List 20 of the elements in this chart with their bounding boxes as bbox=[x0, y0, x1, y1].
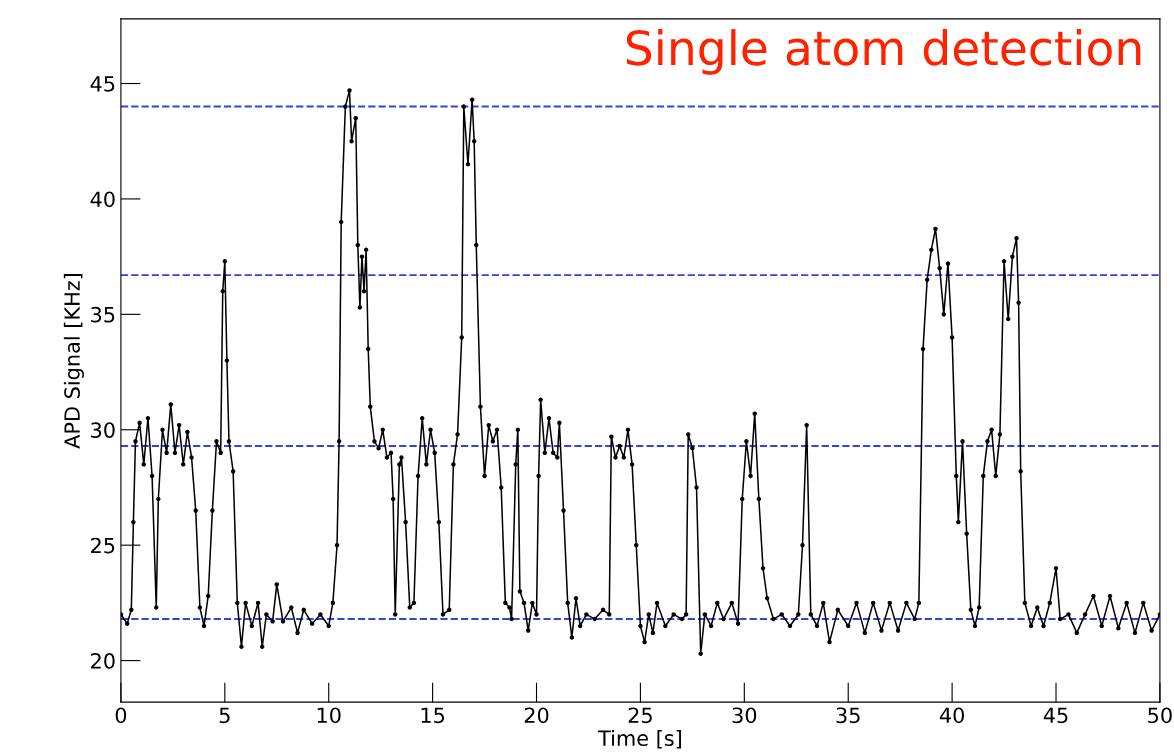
x-tick-label: 10 bbox=[317, 707, 341, 724]
x-tick-label: 30 bbox=[732, 707, 757, 724]
y-tick-label: 35 bbox=[91, 306, 115, 323]
chart-title: Single atom detection bbox=[626, 29, 1141, 75]
x-tick-label: 5 bbox=[219, 707, 230, 724]
x-tick-label: 35 bbox=[836, 707, 860, 724]
x-tick-label: 50 bbox=[1148, 707, 1172, 724]
x-tick-label: 40 bbox=[939, 707, 964, 724]
x-tick-label: 25 bbox=[628, 707, 652, 724]
y-axis-title: APD Signal [KHz] bbox=[63, 273, 84, 449]
x-axis-title: Time [s] bbox=[598, 729, 681, 749]
y-tick-label: 25 bbox=[91, 537, 115, 554]
x-tick-label: 20 bbox=[524, 707, 549, 724]
x-tick-label: 45 bbox=[1043, 707, 1068, 724]
y-tick-label: 40 bbox=[90, 191, 115, 208]
x-tick-label: 0 bbox=[115, 707, 127, 724]
y-tick-label: 20 bbox=[91, 653, 115, 669]
x-tick-label: 15 bbox=[421, 707, 445, 724]
y-tick-label: 30 bbox=[91, 422, 115, 438]
y-tick-label: 45 bbox=[90, 76, 115, 92]
